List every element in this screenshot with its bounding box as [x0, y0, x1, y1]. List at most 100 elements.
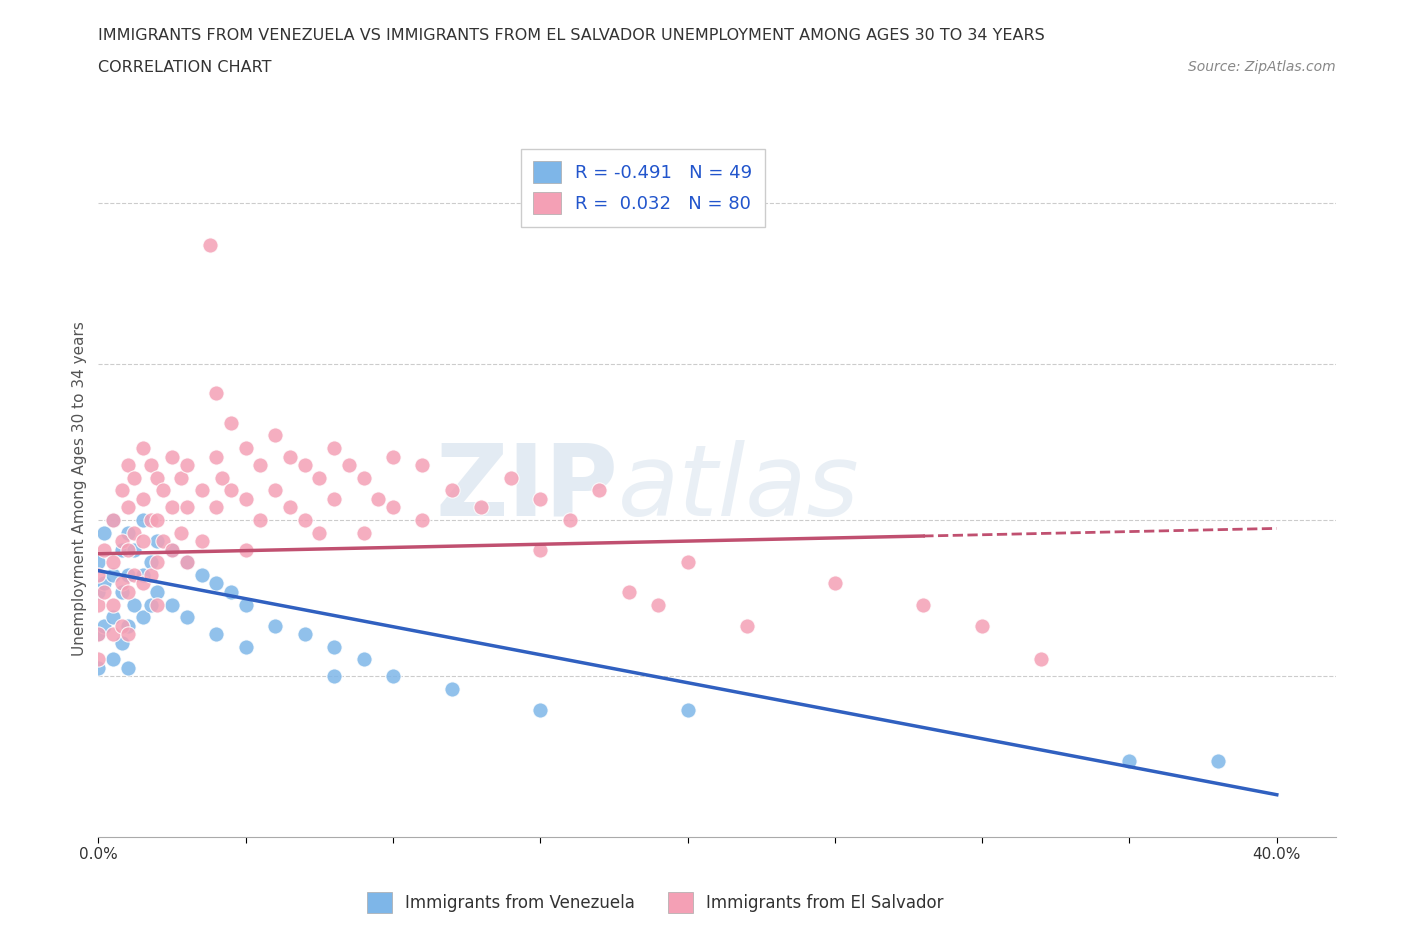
Point: [440, 483, 463, 498]
Point: [117, 618, 139, 633]
Point: [308, 525, 330, 540]
Point: [117, 499, 139, 514]
Point: [190, 483, 212, 498]
Point: [111, 483, 134, 498]
Point: [235, 491, 257, 506]
Point: [111, 576, 134, 591]
Point: [122, 525, 145, 540]
Y-axis label: Unemployment Among Ages 30 to 34 years: Unemployment Among Ages 30 to 34 years: [72, 321, 87, 656]
Point: [294, 458, 316, 472]
Point: [152, 483, 174, 498]
Point: [176, 610, 198, 625]
Point: [93, 525, 115, 540]
Point: [160, 499, 183, 514]
Point: [87, 597, 110, 612]
Point: [249, 512, 271, 527]
Text: CORRELATION CHART: CORRELATION CHART: [98, 60, 271, 75]
Point: [205, 386, 228, 401]
Point: [101, 652, 124, 667]
Point: [323, 669, 346, 684]
Point: [160, 542, 183, 557]
Point: [1029, 652, 1052, 667]
Point: [160, 449, 183, 464]
Point: [146, 512, 169, 527]
Point: [205, 576, 228, 591]
Point: [294, 627, 316, 642]
Point: [117, 584, 139, 599]
Point: [499, 471, 522, 485]
Point: [141, 555, 163, 570]
Point: [146, 471, 169, 485]
Point: [160, 542, 183, 557]
Point: [122, 597, 145, 612]
Text: Source: ZipAtlas.com: Source: ZipAtlas.com: [1188, 60, 1336, 74]
Point: [190, 534, 212, 549]
Point: [101, 567, 124, 582]
Point: [1118, 753, 1140, 768]
Point: [117, 542, 139, 557]
Point: [117, 627, 139, 642]
Point: [176, 499, 198, 514]
Point: [176, 555, 198, 570]
Point: [87, 627, 110, 642]
Point: [141, 512, 163, 527]
Point: [170, 471, 193, 485]
Point: [337, 458, 360, 472]
Point: [117, 660, 139, 675]
Point: [219, 584, 242, 599]
Point: [131, 610, 153, 625]
Point: [93, 542, 115, 557]
Point: [170, 525, 193, 540]
Point: [101, 597, 124, 612]
Point: [93, 584, 115, 599]
Legend: Immigrants from Venezuela, Immigrants from El Salvador: Immigrants from Venezuela, Immigrants fr…: [360, 885, 950, 920]
Point: [235, 441, 257, 456]
Point: [382, 449, 405, 464]
Point: [111, 618, 134, 633]
Point: [470, 499, 492, 514]
Text: IMMIGRANTS FROM VENEZUELA VS IMMIGRANTS FROM EL SALVADOR UNEMPLOYMENT AMONG AGES: IMMIGRANTS FROM VENEZUELA VS IMMIGRANTS …: [98, 28, 1045, 43]
Point: [160, 597, 183, 612]
Point: [278, 449, 301, 464]
Point: [323, 441, 346, 456]
Point: [205, 449, 228, 464]
Point: [382, 499, 405, 514]
Point: [131, 512, 153, 527]
Point: [558, 512, 581, 527]
Point: [87, 567, 110, 582]
Point: [824, 576, 846, 591]
Point: [131, 567, 153, 582]
Point: [647, 597, 669, 612]
Point: [117, 458, 139, 472]
Point: [101, 627, 124, 642]
Point: [111, 542, 134, 557]
Point: [146, 534, 169, 549]
Point: [205, 627, 228, 642]
Point: [200, 238, 222, 253]
Point: [152, 534, 174, 549]
Point: [101, 512, 124, 527]
Point: [111, 584, 134, 599]
Point: [353, 471, 375, 485]
Point: [141, 567, 163, 582]
Point: [588, 483, 610, 498]
Point: [676, 555, 699, 570]
Point: [190, 567, 212, 582]
Point: [735, 618, 758, 633]
Point: [101, 610, 124, 625]
Point: [93, 618, 115, 633]
Point: [219, 483, 242, 498]
Point: [411, 512, 433, 527]
Point: [111, 534, 134, 549]
Point: [278, 499, 301, 514]
Point: [122, 567, 145, 582]
Point: [529, 491, 551, 506]
Point: [111, 635, 134, 650]
Point: [323, 639, 346, 654]
Point: [411, 458, 433, 472]
Point: [529, 542, 551, 557]
Point: [131, 441, 153, 456]
Point: [1206, 753, 1229, 768]
Point: [122, 542, 145, 557]
Point: [676, 703, 699, 718]
